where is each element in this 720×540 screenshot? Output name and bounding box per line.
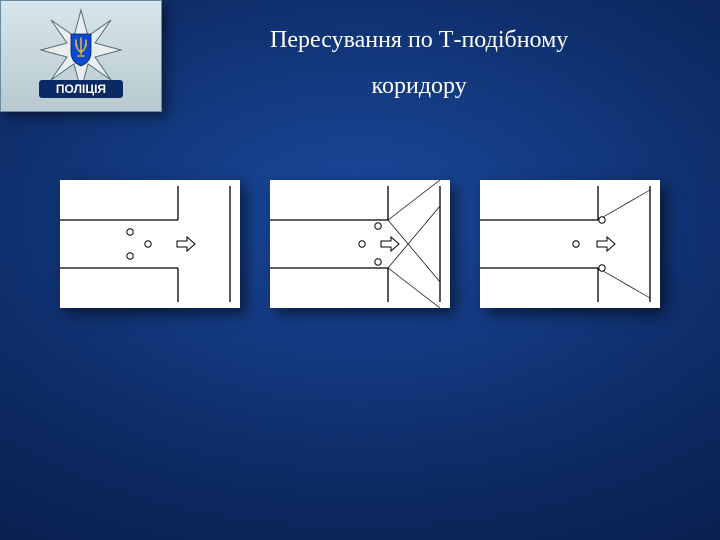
corridor-diagram-1 (60, 180, 240, 308)
police-badge-label: ПОЛІЦІЯ (56, 82, 106, 96)
corridor-diagram-2 (270, 180, 450, 308)
slide-title: Пересування по Т-подібному коридору (270, 18, 568, 109)
police-star-icon: ПОЛІЦІЯ (21, 6, 141, 106)
police-badge-logo: ПОЛІЦІЯ (0, 0, 162, 112)
diagram-row (60, 180, 660, 308)
corridor-diagram-3 (480, 180, 660, 308)
